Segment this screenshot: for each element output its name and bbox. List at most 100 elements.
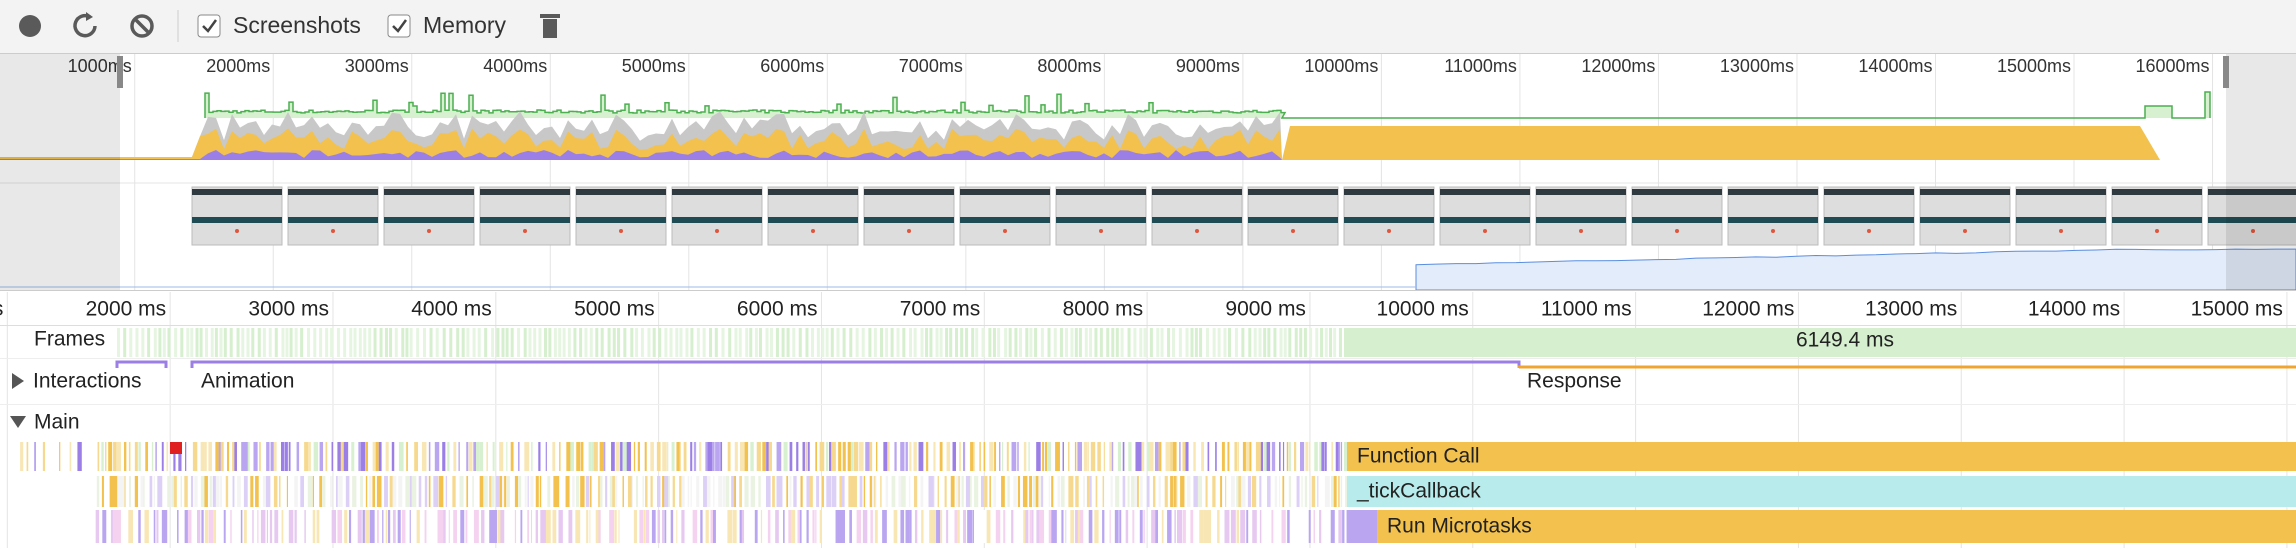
flame-event[interactable]	[618, 510, 620, 543]
flame-event[interactable]	[802, 442, 808, 471]
flame-event[interactable]	[983, 442, 986, 471]
flame-event[interactable]	[286, 476, 288, 507]
flame-event[interactable]	[637, 442, 640, 471]
flame-event[interactable]	[831, 442, 836, 471]
flame-event[interactable]	[570, 442, 574, 471]
flame-event[interactable]	[936, 510, 941, 543]
flame-event[interactable]	[483, 476, 488, 507]
flame-event[interactable]	[1237, 442, 1239, 471]
flame-event[interactable]	[800, 476, 803, 507]
flame-event[interactable]	[120, 510, 124, 543]
flame-event[interactable]	[274, 510, 279, 543]
flame-event[interactable]	[676, 510, 678, 543]
flame-event[interactable]	[888, 442, 890, 471]
flame-event[interactable]	[602, 510, 607, 543]
flame-event[interactable]	[565, 476, 570, 507]
flame-event[interactable]	[438, 476, 444, 507]
flame-event[interactable]	[138, 442, 141, 471]
flame-event[interactable]	[920, 476, 924, 507]
flame-event[interactable]	[1001, 476, 1005, 507]
flame-event[interactable]	[662, 510, 665, 543]
flame-event[interactable]	[1001, 442, 1004, 471]
flame-event[interactable]	[1175, 476, 1178, 507]
flame-event[interactable]	[226, 442, 230, 471]
flame-event[interactable]	[230, 510, 232, 543]
flame-event[interactable]	[1041, 476, 1044, 507]
flame-event[interactable]	[989, 442, 994, 471]
flame-event[interactable]	[204, 442, 207, 471]
flame-event[interactable]	[1161, 510, 1164, 543]
flame-event[interactable]	[880, 476, 882, 507]
flame-event[interactable]	[502, 510, 504, 543]
flame-event[interactable]	[539, 476, 542, 507]
tick-callback[interactable]	[1347, 476, 2296, 507]
flame-event[interactable]	[215, 442, 219, 471]
flame-event[interactable]	[1048, 476, 1050, 507]
flame-event[interactable]	[713, 510, 716, 543]
flame-event[interactable]	[389, 476, 395, 507]
flame-event[interactable]	[1097, 442, 1101, 471]
flame-event[interactable]	[460, 510, 465, 543]
flame-event[interactable]	[692, 510, 698, 543]
flame-event[interactable]	[940, 510, 943, 543]
flame-event[interactable]	[1247, 476, 1252, 507]
flame-event[interactable]	[790, 510, 796, 543]
flame-event[interactable]	[984, 476, 988, 507]
flame-event[interactable]	[1255, 442, 1261, 471]
flame-event[interactable]	[266, 510, 269, 543]
flame-event[interactable]	[1036, 510, 1041, 543]
flame-event[interactable]	[1060, 476, 1065, 507]
flame-event[interactable]	[816, 476, 820, 507]
flame-event[interactable]	[870, 510, 873, 543]
flame-event[interactable]	[468, 442, 473, 471]
memory-checkbox[interactable]: Memory	[387, 12, 507, 38]
flame-event[interactable]	[1152, 476, 1156, 507]
flame-event[interactable]	[552, 442, 556, 471]
flame-event[interactable]	[234, 510, 240, 543]
flame-event[interactable]	[1331, 476, 1336, 507]
flame-event[interactable]	[486, 442, 488, 471]
flame-event[interactable]	[112, 510, 118, 543]
flame-event[interactable]	[134, 442, 138, 471]
flame-event[interactable]	[789, 476, 792, 507]
flame-event[interactable]	[1185, 442, 1189, 471]
flame-event[interactable]	[804, 442, 807, 471]
flame-event[interactable]	[194, 476, 198, 507]
flame-event[interactable]	[1035, 476, 1041, 507]
flame-event[interactable]	[656, 442, 661, 471]
flame-event[interactable]	[358, 442, 364, 471]
flame-event[interactable]	[191, 510, 195, 543]
flame-event[interactable]	[144, 510, 150, 543]
flame-event[interactable]	[838, 510, 843, 543]
flame-event[interactable]	[398, 476, 403, 507]
flame-event[interactable]	[101, 442, 104, 471]
flame-event[interactable]	[344, 510, 348, 543]
flame-event[interactable]	[685, 510, 688, 543]
flame-event[interactable]	[443, 510, 446, 543]
flame-event[interactable]	[1032, 510, 1034, 543]
flame-event[interactable]	[826, 476, 832, 507]
flame-event[interactable]	[331, 510, 337, 543]
flame-event[interactable]	[974, 476, 979, 507]
flame-event[interactable]	[113, 476, 118, 507]
flame-event[interactable]	[767, 510, 771, 543]
flame-event[interactable]	[1251, 476, 1257, 507]
flame-event[interactable]	[471, 510, 477, 543]
flame-event[interactable]	[921, 510, 924, 543]
flame-event[interactable]	[220, 476, 222, 507]
flame-event[interactable]	[250, 476, 254, 507]
flame-event[interactable]	[316, 510, 320, 543]
flame-event[interactable]	[668, 476, 670, 507]
selection-handle-right[interactable]	[2223, 56, 2229, 88]
flame-event[interactable]	[143, 476, 145, 507]
flame-event[interactable]	[1338, 442, 1341, 471]
flame-event[interactable]	[869, 442, 873, 471]
flame-event[interactable]	[874, 510, 878, 543]
flame-event[interactable]	[492, 442, 495, 471]
flame-event[interactable]	[1317, 476, 1319, 507]
flame-event[interactable]	[754, 510, 758, 543]
flame-event[interactable]	[633, 510, 637, 543]
flame-event[interactable]	[1260, 442, 1264, 471]
flame-event[interactable]	[572, 476, 575, 507]
flame-event[interactable]	[722, 476, 726, 507]
